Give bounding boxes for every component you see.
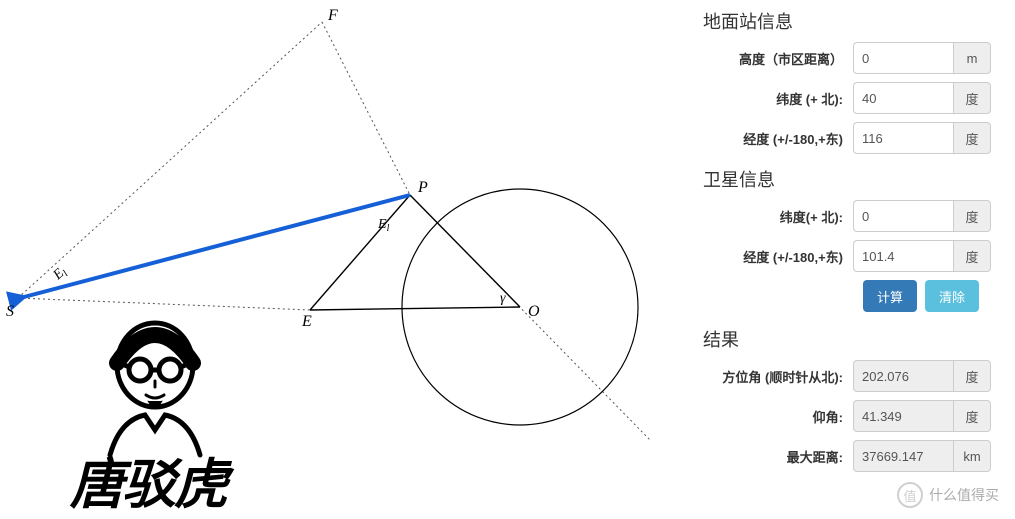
sat-lat-unit: 度 [953,200,991,232]
gs-lon-label: 经度 (+/-180,+东) [703,129,853,148]
altitude-label: 高度（市区距离） [703,49,853,68]
elevation-output [853,400,953,432]
author-name: 唐驳虎 [70,440,226,519]
altitude-input[interactable] [853,42,953,74]
svg-text:P: P [417,179,428,196]
gs-lat-unit: 度 [953,82,991,114]
results-title: 结果 [703,322,1005,360]
svg-text:S: S [6,303,14,320]
maxdist-label: 最大距离: [703,447,853,466]
maxdist-output [853,440,953,472]
gs-lon-input[interactable] [853,122,953,154]
svg-text:El: El [50,264,71,285]
satellite-title: 卫星信息 [703,162,1005,200]
gs-lon-row: 经度 (+/-180,+东) 度 [703,122,1005,154]
elevation-unit: 度 [953,400,991,432]
sat-lon-row: 经度 (+/-180,+东) 度 [703,240,1005,272]
gs-lat-row: 纬度 (+ 北): 度 [703,82,1005,114]
elevation-row: 仰角: 度 [703,400,1005,432]
svg-text:O: O [528,303,540,320]
altitude-unit: m [953,42,991,74]
button-row: 计算 清除 [703,280,1005,312]
azimuth-row: 方位角 (顺时针从北): 度 [703,360,1005,392]
sat-lat-input[interactable] [853,200,953,232]
maxdist-row: 最大距离: km [703,440,1005,472]
diagram-pane: S F P O E γ El El 唐驳虎 [0,0,695,518]
maxdist-unit: km [953,440,991,472]
gs-lat-input[interactable] [853,82,953,114]
form-pane: 地面站信息 高度（市区距离） m 纬度 (+ 北): 度 经度 (+/-180,… [695,0,1015,518]
altitude-row: 高度（市区距离） m [703,42,1005,74]
sat-lon-label: 经度 (+/-180,+东) [703,247,853,266]
ground-station-title: 地面站信息 [703,4,1005,42]
svg-text:E: E [301,313,312,330]
svg-text:F: F [327,7,338,24]
elevation-label: 仰角: [703,407,853,426]
sat-lat-row: 纬度(+ 北): 度 [703,200,1005,232]
clear-button[interactable]: 清除 [925,280,979,312]
sat-lon-input[interactable] [853,240,953,272]
gs-lat-label: 纬度 (+ 北): [703,89,853,108]
sat-lat-label: 纬度(+ 北): [703,207,853,226]
azimuth-unit: 度 [953,360,991,392]
svg-text:γ: γ [500,291,506,306]
sat-lon-unit: 度 [953,240,991,272]
azimuth-output [853,360,953,392]
svg-text:El: El [377,217,390,234]
gs-lon-unit: 度 [953,122,991,154]
azimuth-label: 方位角 (顺时针从北): [703,367,853,386]
calculate-button[interactable]: 计算 [863,280,917,312]
